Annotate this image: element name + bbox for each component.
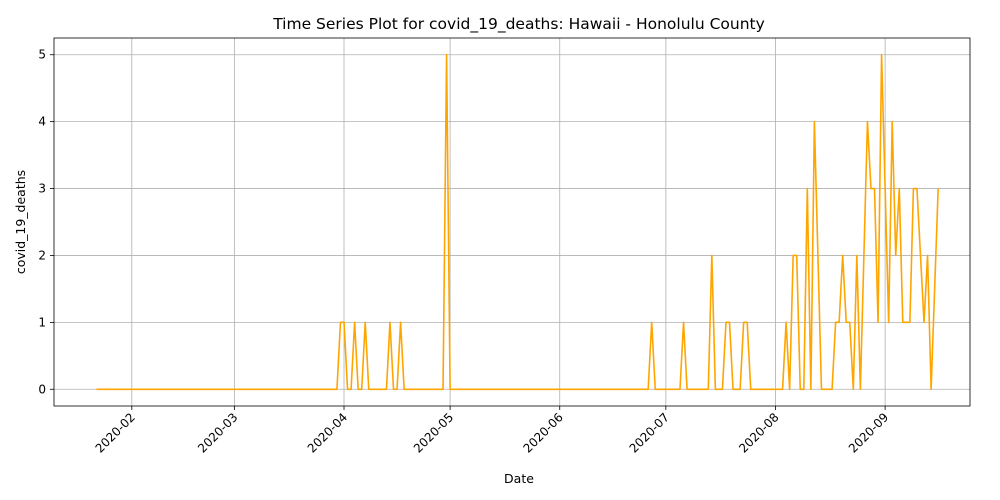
chart-title: Time Series Plot for covid_19_deaths: Ha… (272, 15, 765, 34)
y-tick-label: 0 (38, 382, 46, 396)
y-tick-label: 3 (38, 182, 46, 196)
x-tick-label: 2020-04 (305, 410, 350, 455)
grid (54, 38, 970, 406)
series-line (96, 53, 939, 391)
x-tick-label: 2020-02 (93, 410, 138, 455)
y-axis-label: covid_19_deaths (13, 170, 28, 274)
series-layer (96, 53, 939, 391)
x-tick-label: 2020-09 (846, 410, 891, 455)
y-tick-label: 2 (38, 248, 46, 262)
x-tick-label: 2020-03 (195, 410, 240, 455)
plot-frame (53, 37, 971, 407)
ticks: 2020-02 2020-03 2020-04 2020-05 2020-06 2020-… (38, 48, 891, 456)
y-tick-label: 4 (38, 115, 46, 129)
y-tick-label: 1 (38, 315, 46, 329)
x-axis-label: Date (504, 471, 534, 486)
x-tick-label: 2020-05 (411, 410, 456, 455)
x-tick-label: 2020-07 (627, 410, 672, 455)
y-tick-label: 5 (38, 48, 46, 62)
x-tick-label: 2020-08 (736, 410, 781, 455)
x-tick-label: 2020-06 (521, 410, 566, 455)
